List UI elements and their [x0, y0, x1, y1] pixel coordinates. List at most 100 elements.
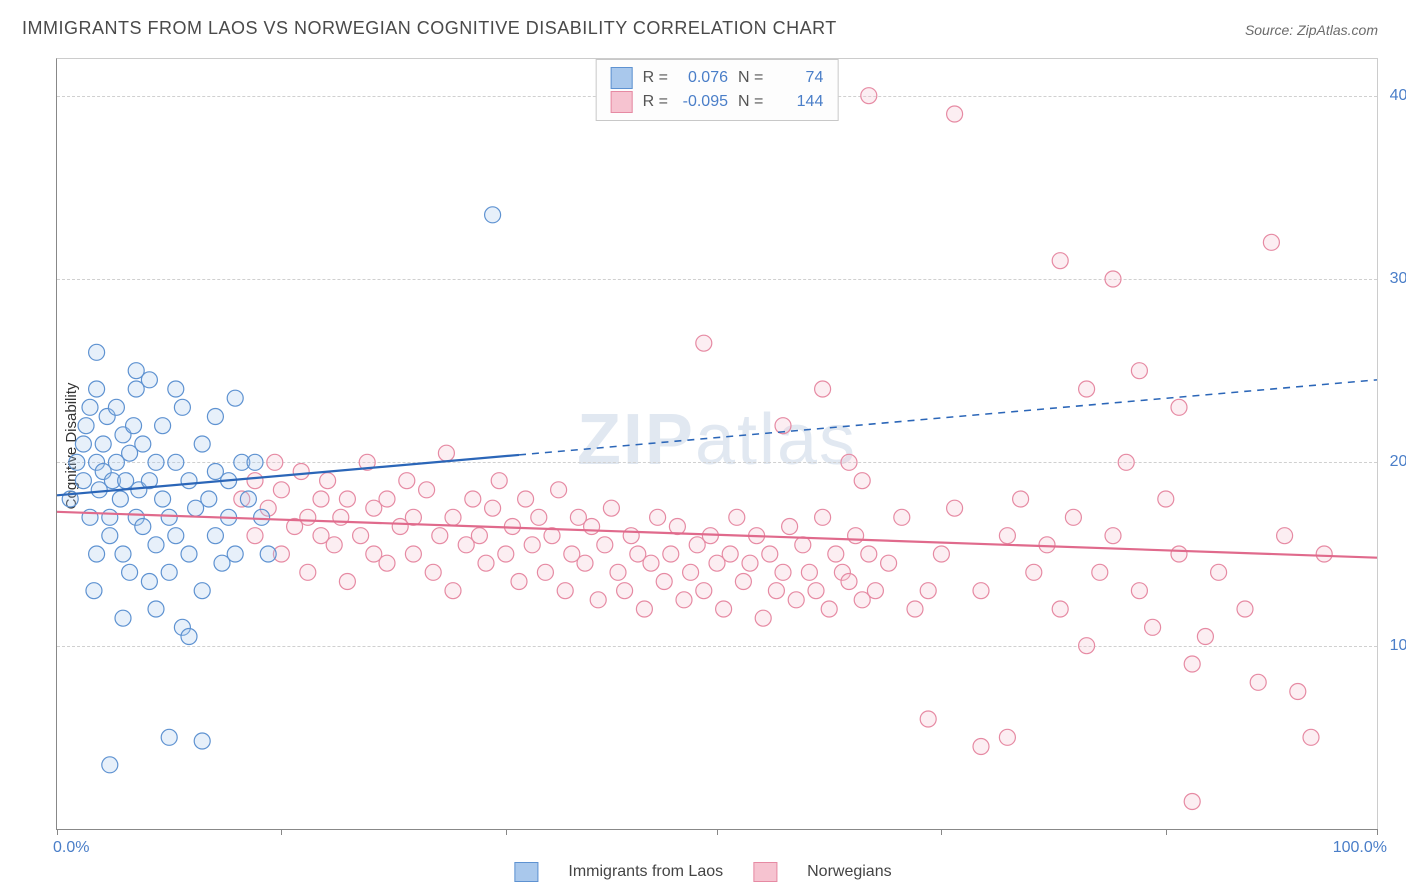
data-point — [663, 546, 679, 562]
x-tick-mark — [941, 829, 942, 835]
data-point — [425, 564, 441, 580]
data-point — [75, 436, 91, 452]
legend-label-b: Norwegians — [807, 863, 891, 881]
data-point — [861, 88, 877, 104]
data-point — [419, 482, 435, 498]
data-point — [762, 546, 778, 562]
data-point — [577, 555, 593, 571]
data-point — [432, 528, 448, 544]
data-point — [735, 574, 751, 590]
data-point — [1316, 546, 1332, 562]
data-point — [696, 335, 712, 351]
data-point — [75, 473, 91, 489]
data-point — [155, 491, 171, 507]
data-point — [511, 574, 527, 590]
data-point — [227, 390, 243, 406]
data-point — [194, 583, 210, 599]
data-point — [854, 473, 870, 489]
data-point — [603, 500, 619, 516]
x-tick-mark — [717, 829, 718, 835]
data-point — [339, 491, 355, 507]
data-point — [696, 583, 712, 599]
data-point — [82, 399, 98, 415]
data-point — [1184, 794, 1200, 810]
data-point — [1171, 399, 1187, 415]
source-label: Source: ZipAtlas.com — [1245, 22, 1378, 38]
data-point — [89, 546, 105, 562]
data-point — [973, 739, 989, 755]
data-point — [126, 418, 142, 434]
y-tick-label: 10.0% — [1390, 637, 1406, 655]
data-point — [168, 381, 184, 397]
data-point — [524, 537, 540, 553]
data-point — [716, 601, 732, 617]
data-point — [557, 583, 573, 599]
data-point — [755, 610, 771, 626]
data-point — [801, 564, 817, 580]
data-point — [273, 482, 289, 498]
data-point — [181, 546, 197, 562]
data-point — [168, 454, 184, 470]
data-point — [379, 555, 395, 571]
data-point — [907, 601, 923, 617]
data-point — [768, 583, 784, 599]
data-point — [300, 564, 316, 580]
data-point — [313, 491, 329, 507]
data-point — [1277, 528, 1293, 544]
data-point — [518, 491, 534, 507]
data-point — [1105, 528, 1121, 544]
data-point — [623, 528, 639, 544]
y-tick-label: 40.0% — [1390, 87, 1406, 105]
data-point — [617, 583, 633, 599]
data-point — [656, 574, 672, 590]
swatch-series-b — [611, 91, 633, 113]
data-point — [815, 381, 831, 397]
data-point — [491, 473, 507, 489]
r-value-b: -0.095 — [678, 90, 728, 114]
data-point — [1184, 656, 1200, 672]
data-point — [1079, 381, 1095, 397]
data-point — [485, 500, 501, 516]
data-point — [1052, 253, 1068, 269]
data-point — [861, 546, 877, 562]
data-point — [148, 537, 164, 553]
n-value-b: 144 — [773, 90, 823, 114]
data-point — [1039, 537, 1055, 553]
data-point — [161, 564, 177, 580]
data-point — [174, 399, 190, 415]
data-point — [155, 418, 171, 434]
data-point — [95, 436, 111, 452]
data-point — [194, 436, 210, 452]
data-point — [247, 528, 263, 544]
x-end-label: 100.0% — [1333, 839, 1387, 857]
data-point — [102, 509, 118, 525]
data-point — [78, 418, 94, 434]
data-point — [161, 729, 177, 745]
x-start-label: 0.0% — [53, 839, 89, 857]
bottom-legend: Immigrants from Laos Norwegians — [514, 862, 891, 882]
data-point — [438, 445, 454, 461]
data-point — [498, 546, 514, 562]
data-point — [339, 574, 355, 590]
data-point — [194, 733, 210, 749]
data-point — [815, 509, 831, 525]
data-point — [808, 583, 824, 599]
data-point — [141, 372, 157, 388]
data-point — [135, 436, 151, 452]
data-point — [201, 491, 217, 507]
data-point — [841, 454, 857, 470]
data-point — [168, 528, 184, 544]
chart-plot-area: ZIPatlas 10.0%20.0%30.0%40.0% R = 0.076 … — [56, 58, 1378, 830]
data-point — [1118, 454, 1134, 470]
data-point — [353, 528, 369, 544]
x-tick-mark — [506, 829, 507, 835]
data-point — [1290, 684, 1306, 700]
data-point — [300, 509, 316, 525]
data-point — [973, 583, 989, 599]
data-point — [841, 574, 857, 590]
data-point — [86, 583, 102, 599]
data-point — [1013, 491, 1029, 507]
r-label: R = — [643, 66, 668, 90]
data-point — [1237, 601, 1253, 617]
data-point — [405, 546, 421, 562]
